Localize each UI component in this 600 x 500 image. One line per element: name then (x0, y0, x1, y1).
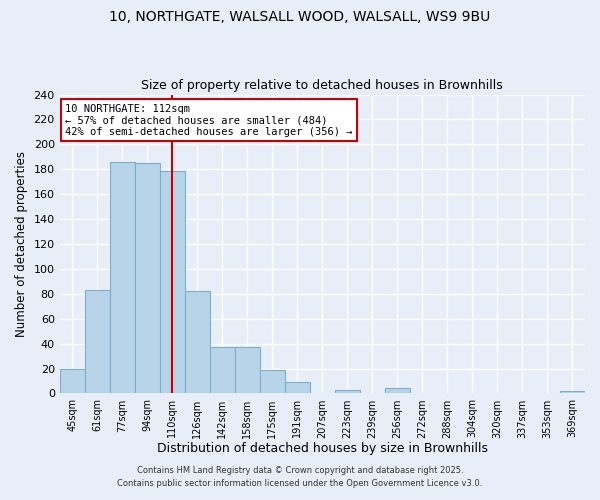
X-axis label: Distribution of detached houses by size in Brownhills: Distribution of detached houses by size … (157, 442, 488, 455)
Text: 10, NORTHGATE, WALSALL WOOD, WALSALL, WS9 9BU: 10, NORTHGATE, WALSALL WOOD, WALSALL, WS… (109, 10, 491, 24)
Bar (135, 163, 160, 394)
Bar (59, 368, 85, 394)
Bar (210, 348, 235, 394)
Bar (160, 170, 185, 394)
Title: Size of property relative to detached houses in Brownhills: Size of property relative to detached ho… (142, 79, 503, 92)
Bar (385, 388, 410, 394)
Bar (235, 348, 260, 394)
Bar (110, 162, 135, 394)
Bar (560, 391, 585, 394)
Text: Contains HM Land Registry data © Crown copyright and database right 2025.
Contai: Contains HM Land Registry data © Crown c… (118, 466, 482, 487)
Bar (335, 390, 360, 394)
Bar (285, 382, 310, 394)
Y-axis label: Number of detached properties: Number of detached properties (15, 151, 28, 337)
Bar (185, 292, 210, 394)
Text: 10 NORTHGATE: 112sqm
← 57% of detached houses are smaller (484)
42% of semi-deta: 10 NORTHGATE: 112sqm ← 57% of detached h… (65, 104, 352, 136)
Bar (85, 290, 110, 394)
Bar (260, 370, 285, 394)
